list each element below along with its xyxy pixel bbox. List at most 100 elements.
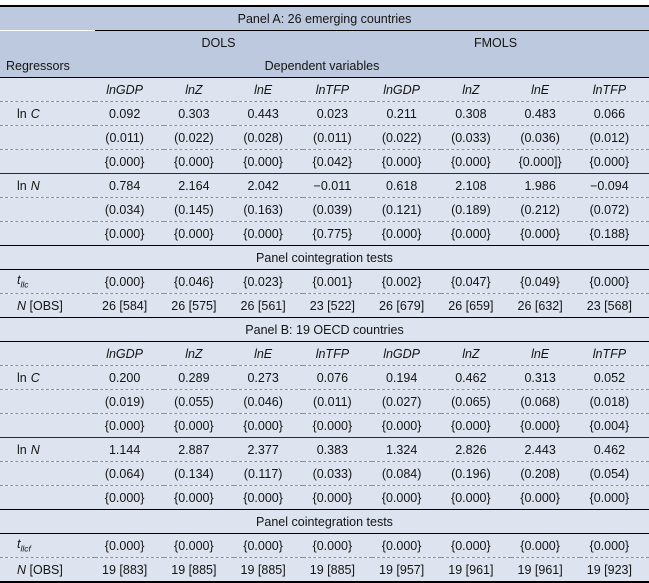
pval-cell: {0.000} (441, 149, 511, 174)
pval-cell: {0.000} (441, 221, 511, 246)
column-header: lnZ (441, 77, 511, 102)
coef-cell: 0.200 (95, 365, 165, 390)
coef-cell: 1.144 (95, 437, 165, 462)
pval-cell: {0.000} (302, 413, 372, 438)
table-row-lnC-coef: ln C 0.200 0.289 0.273 0.076 0.194 0.462 … (0, 365, 649, 390)
coef-cell: 0.092 (95, 101, 165, 126)
pval-cell: {0.000} (372, 485, 442, 510)
se-cell: (0.046) (233, 389, 303, 414)
pval-cell: {0.000} (510, 413, 580, 438)
column-header: lnTFP (302, 341, 372, 366)
table-row-obs: N [OBS] 26 [584] 26 [575] 26 [561] 23 [5… (0, 293, 649, 318)
t-subscript: llc (20, 279, 29, 290)
coef-cell: 0.784 (95, 173, 165, 198)
spacer-cell (0, 341, 95, 366)
pval-cell: {0.000} (510, 221, 580, 246)
coef-cell: 2.443 (510, 437, 580, 462)
pval-cell: {0.775} (302, 221, 372, 246)
pval-cell: {0.000} (233, 221, 303, 246)
se-cell: (0.039) (302, 197, 372, 222)
pval-cell: {0.004} (579, 413, 649, 438)
ln-prefix: ln (17, 442, 27, 457)
column-header: lnGDP (372, 77, 442, 102)
coef-cell: 2.887 (164, 437, 234, 462)
t-symbol: t (17, 537, 21, 552)
se-cell: (0.072) (579, 197, 649, 222)
column-header: lnTFP (579, 341, 649, 366)
pval-cell: {0.000} (164, 413, 234, 438)
regressors-header-row: Regressors Dependent variables (0, 54, 649, 78)
obs-cell: 19 [961] (510, 557, 580, 582)
panel-b-cointegration-title-row: Panel cointegration tests (0, 509, 649, 534)
tstat-cell: {0.000} (441, 533, 511, 558)
pval-cell: {0.000} (441, 485, 511, 510)
column-header: lnZ (164, 77, 234, 102)
spacer-cell (0, 485, 95, 510)
coef-cell: 0.462 (441, 365, 511, 390)
column-header: lnTFP (302, 77, 372, 102)
table-row-lnN-coef: ln N 1.144 2.887 2.377 0.383 1.324 2.826 … (0, 437, 649, 462)
pval-cell: {0.000} (233, 413, 303, 438)
panel-a-column-header-row: lnGDP lnZ lnE lnTFP lnGDP lnZ lnE lnTFP (0, 77, 649, 102)
pval-cell: {0.000} (510, 485, 580, 510)
obs-suffix: [OBS] (26, 562, 63, 577)
obs-cell: 26 [575] (164, 293, 234, 318)
coef-cell: 0.273 (233, 365, 303, 390)
column-header: lnGDP (95, 341, 165, 366)
tstat-cell: {0.000} (510, 533, 580, 558)
panel-b-column-header-row: lnGDP lnZ lnE lnTFP lnGDP lnZ lnE lnTFP (0, 341, 649, 366)
tstat-cell: {0.049} (510, 269, 580, 294)
pval-cell: {0.000} (164, 485, 234, 510)
spacer-cell (0, 389, 95, 414)
pval-cell: {0.000} (372, 221, 442, 246)
pval-cell: {0.000} (95, 221, 165, 246)
spacer-cell (0, 125, 95, 150)
panel-a-title-row: Panel A: 26 emerging countries (0, 6, 649, 31)
se-cell: (0.189) (441, 197, 511, 222)
spacer-cell (0, 413, 95, 438)
obs-cell: 26 [584] (95, 293, 165, 318)
results-table-wrapper: Panel A: 26 emerging countries DOLS FMOL… (0, 5, 649, 583)
pval-cell: {0.000} (164, 149, 234, 174)
ln-prefix: ln (17, 106, 27, 121)
obs-cell: 19 [961] (441, 557, 511, 582)
tstat-cell: {0.001} (302, 269, 372, 294)
se-cell: (0.117) (233, 461, 303, 486)
pval-cell: {0.000} (233, 485, 303, 510)
column-header: lnTFP (579, 77, 649, 102)
table-row-tstat: tllcf {0.000} {0.000} {0.000} {0.000} {0… (0, 533, 649, 558)
coef-cell: 0.443 (233, 101, 303, 126)
table-row-lnN-coef: ln N 0.784 2.164 2.042 −0.011 0.618 2.108… (0, 173, 649, 198)
table-row-lnC-pval: {0.000} {0.000} {0.000} {0.000} {0.000} … (0, 413, 649, 438)
coef-cell: 0.618 (372, 173, 442, 198)
se-cell: (0.054) (579, 461, 649, 486)
pval-cell: {0.000} (579, 485, 649, 510)
obs-cell: 26 [632] (510, 293, 580, 318)
regressors-label: Regressors (0, 54, 95, 78)
tstat-cell: {0.023} (233, 269, 303, 294)
tstat-cell: {0.047} (441, 269, 511, 294)
coef-cell: 0.289 (164, 365, 234, 390)
coef-cell: 1.986 (510, 173, 580, 198)
coef-cell: 0.066 (579, 101, 649, 126)
coef-cell: 0.313 (510, 365, 580, 390)
coef-cell: −0.011 (302, 173, 372, 198)
n-symbol: N (17, 298, 27, 313)
obs-cell: 23 [522] (302, 293, 372, 318)
tstat-cell: {0.000} (579, 533, 649, 558)
coef-cell: 0.308 (441, 101, 511, 126)
se-cell: (0.011) (95, 125, 165, 150)
spacer-cell (0, 461, 95, 486)
se-cell: (0.027) (372, 389, 442, 414)
obs-cell: 19 [957] (372, 557, 442, 582)
obs-cell: 19 [885] (302, 557, 372, 582)
table-row-lnC-pval: {0.000} {0.000} {0.000} {0.042} {0.000} … (0, 149, 649, 174)
pval-cell: {0.000} (372, 149, 442, 174)
table-row-tstat: tllc {0.000} {0.046} {0.023} {0.001} {0.… (0, 269, 649, 294)
table-row-lnC-coef: ln C 0.092 0.303 0.443 0.023 0.211 0.308 … (0, 101, 649, 126)
cointegration-title: Panel cointegration tests (0, 509, 649, 534)
panel-b-title-row: Panel B: 19 OECD countries (0, 317, 649, 342)
pval-cell: {0.000} (95, 413, 165, 438)
se-cell: (0.212) (510, 197, 580, 222)
coef-cell: 2.377 (233, 437, 303, 462)
